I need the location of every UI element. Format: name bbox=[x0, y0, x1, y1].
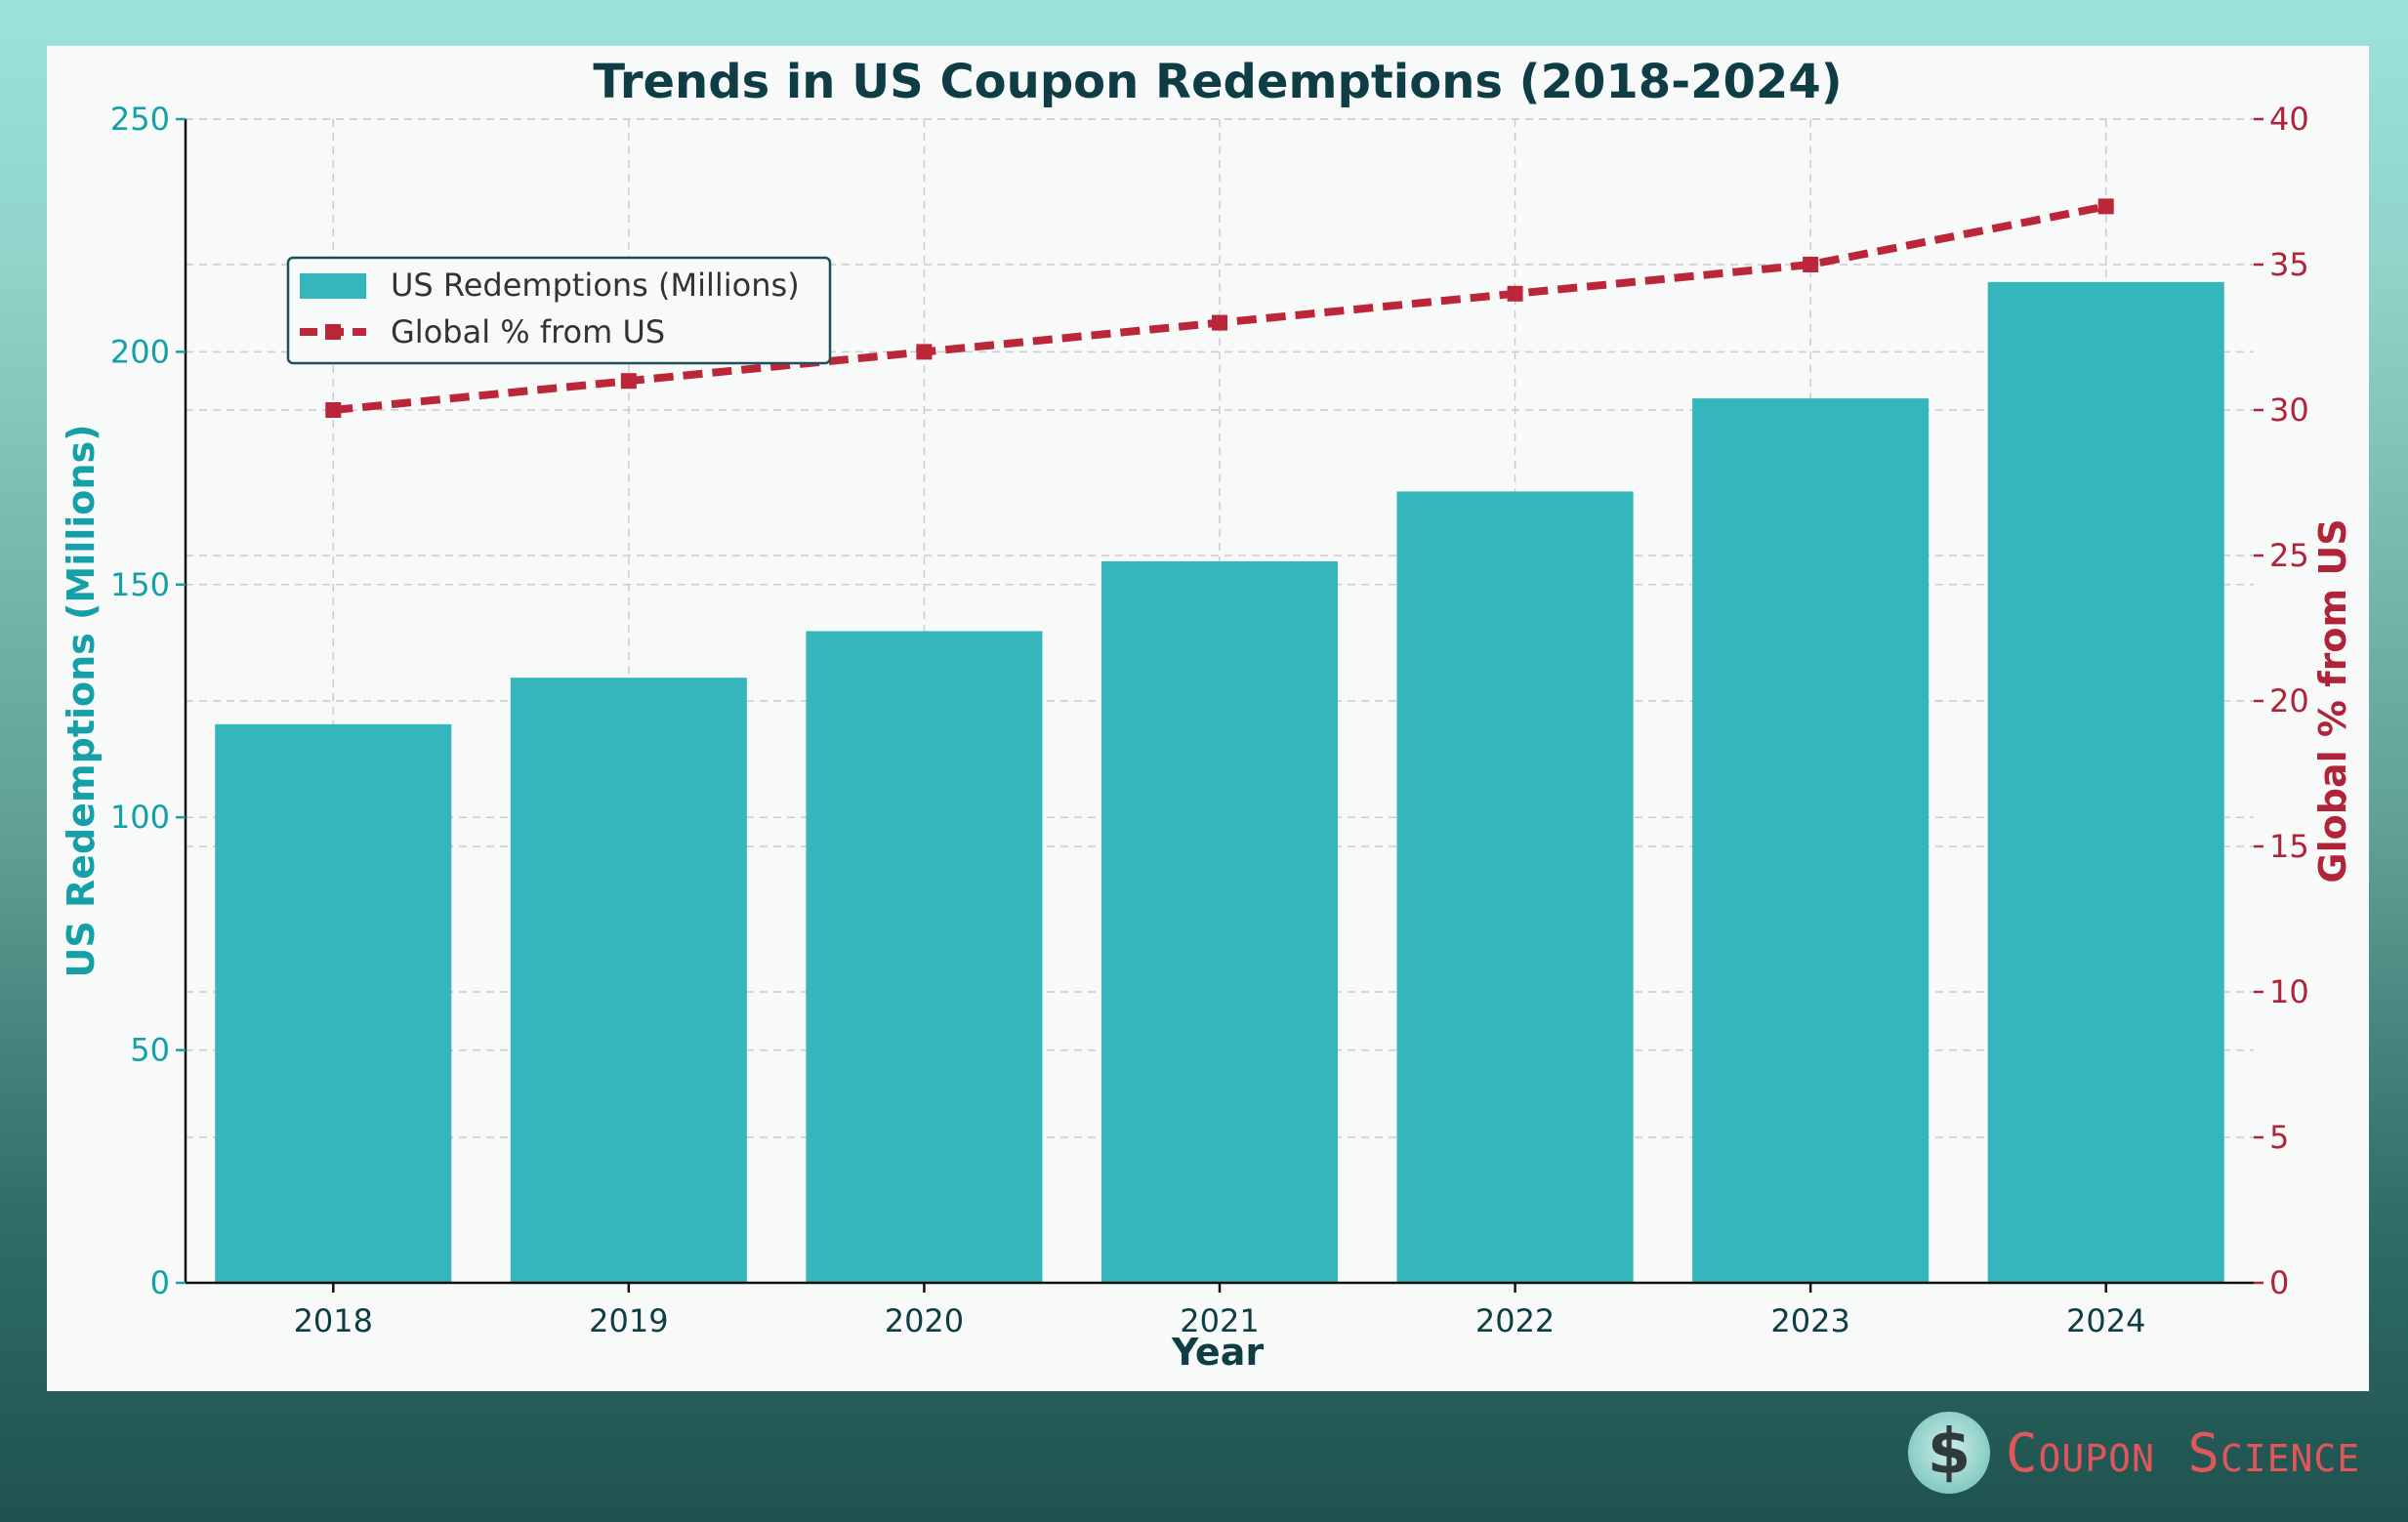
y2-tick-label: 20 bbox=[2269, 682, 2309, 720]
y2-tick-label: 35 bbox=[2269, 246, 2309, 283]
legend-line-label: Global % from US bbox=[391, 313, 665, 350]
dollar-icon: $ bbox=[1908, 1412, 1990, 1494]
legend-bar-swatch bbox=[300, 273, 366, 299]
line-point bbox=[2097, 198, 2114, 215]
y-tick-label: 250 bbox=[110, 101, 170, 138]
legend-line-marker bbox=[325, 324, 341, 340]
x-tick-label: 2024 bbox=[2066, 1302, 2145, 1339]
brand-logo: $ Coupon Science bbox=[1908, 1404, 2377, 1501]
x-axis-label: Year bbox=[1171, 1331, 1264, 1374]
y2-tick-label: 25 bbox=[2269, 537, 2309, 574]
x-tick-label: 2021 bbox=[1180, 1302, 1259, 1339]
bar bbox=[1100, 560, 1339, 1283]
line-point bbox=[1507, 285, 1523, 302]
y-tick-label: 200 bbox=[110, 333, 170, 370]
bar bbox=[215, 723, 452, 1283]
x-tick-label: 2022 bbox=[1475, 1302, 1555, 1339]
y-axis-label: US Redemptions (Millions) bbox=[60, 425, 103, 978]
y-tick-label: 0 bbox=[150, 1264, 170, 1301]
y-tick-label: 100 bbox=[110, 799, 170, 836]
bar bbox=[806, 631, 1043, 1283]
bar bbox=[510, 678, 747, 1283]
y2-tick-label: 30 bbox=[2269, 391, 2309, 429]
x-tick-label: 2023 bbox=[1770, 1302, 1849, 1339]
line-point bbox=[916, 344, 933, 360]
y2-tick-label: 5 bbox=[2269, 1119, 2289, 1156]
y2-axis-label: Global % from US bbox=[2311, 518, 2354, 883]
legend-bar-label: US Redemptions (Millions) bbox=[391, 267, 800, 304]
x-tick-label: 2019 bbox=[589, 1302, 668, 1339]
line-series bbox=[325, 198, 2114, 418]
y-tick-label: 50 bbox=[130, 1032, 170, 1069]
line-point bbox=[1803, 257, 1819, 272]
axes: 0 50 100 150 200 250 0 5 10 15 20 25 30 35 40 2018 2019 2… bbox=[110, 101, 2309, 1339]
legend: US Redemptions (Millions) Global % from … bbox=[286, 256, 832, 365]
chart-title: Trends in US Coupon Redemptions (2018-20… bbox=[593, 55, 1842, 109]
legend-box bbox=[286, 256, 832, 365]
y2-tick-label: 0 bbox=[2269, 1264, 2289, 1301]
x-tick-label: 2020 bbox=[885, 1302, 964, 1339]
line-point bbox=[1212, 314, 1227, 331]
line-point bbox=[620, 373, 637, 390]
y2-tick-label: 10 bbox=[2269, 973, 2309, 1010]
line-point bbox=[325, 402, 342, 418]
y2-tick-label: 40 bbox=[2269, 101, 2309, 138]
brand-name: Coupon Science bbox=[2006, 1421, 2361, 1484]
bar bbox=[1692, 398, 1930, 1284]
bar-series bbox=[215, 281, 2224, 1284]
x-tick-label: 2018 bbox=[294, 1302, 373, 1339]
bar bbox=[1396, 491, 1634, 1283]
y-tick-label: 150 bbox=[110, 566, 170, 603]
y2-tick-label: 15 bbox=[2269, 828, 2309, 865]
bar bbox=[1987, 281, 2224, 1283]
